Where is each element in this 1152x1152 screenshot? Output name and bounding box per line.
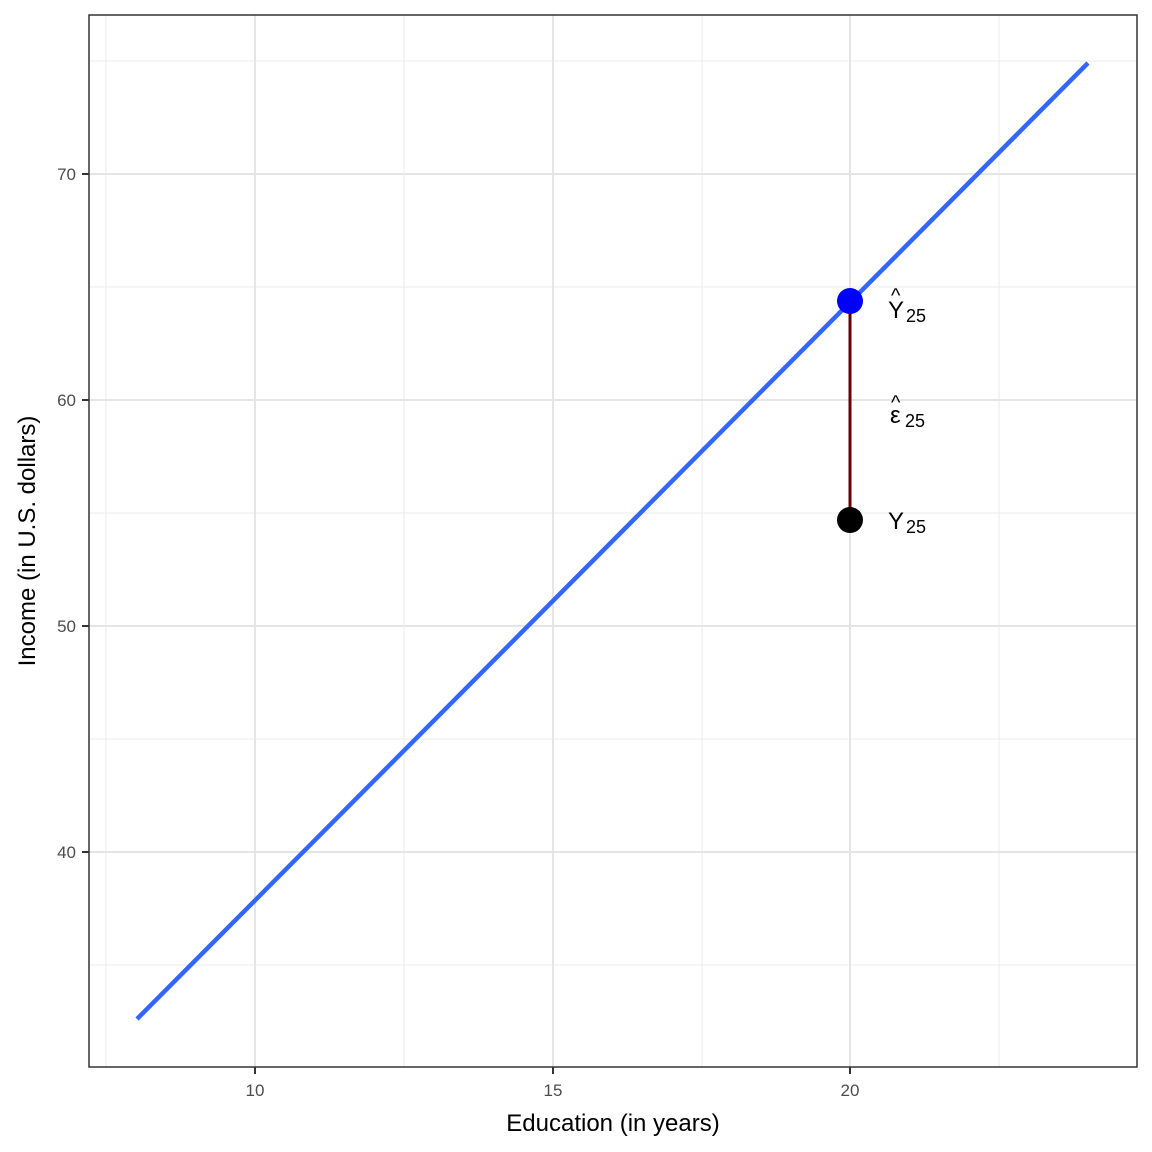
major-gridlines <box>89 15 1137 1067</box>
axis-ticks <box>82 173 851 1074</box>
panel-border <box>88 14 1138 1068</box>
annotation-yhat: Y ^ 25 <box>888 285 926 326</box>
svg-text:70: 70 <box>57 165 76 184</box>
y-axis-title: Income (in U.S. dollars) <box>14 416 41 667</box>
x-axis-title: Education (in years) <box>506 1110 719 1137</box>
svg-text:25: 25 <box>906 517 926 537</box>
fitted-point <box>837 288 863 314</box>
svg-text:20: 20 <box>841 1081 860 1100</box>
svg-text:Y: Y <box>888 297 904 324</box>
svg-text:Y: Y <box>888 508 904 535</box>
svg-text:25: 25 <box>906 306 926 326</box>
svg-text:50: 50 <box>57 617 76 636</box>
svg-text:^: ^ <box>891 392 901 414</box>
svg-text:ε: ε <box>890 402 901 429</box>
regression-line <box>135 61 1090 1021</box>
annotation-residual: ε ^ 25 <box>890 392 925 431</box>
svg-text:25: 25 <box>905 411 925 431</box>
x-tick-labels: 10 15 20 <box>246 1081 860 1100</box>
svg-text:40: 40 <box>57 843 76 862</box>
svg-text:10: 10 <box>246 1081 265 1100</box>
y-tick-labels: 40 50 60 70 <box>57 165 76 862</box>
minor-gridlines <box>89 15 1137 1067</box>
svg-text:60: 60 <box>57 391 76 410</box>
svg-text:^: ^ <box>891 285 901 307</box>
observed-point <box>837 507 863 533</box>
svg-text:15: 15 <box>544 1081 563 1100</box>
annotation-y: Y 25 <box>888 508 926 537</box>
